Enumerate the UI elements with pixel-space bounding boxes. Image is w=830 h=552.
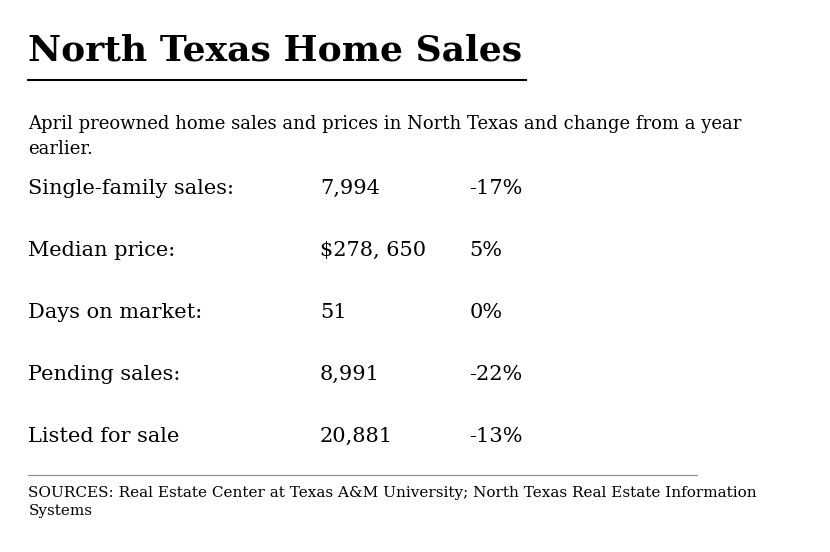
Text: 20,881: 20,881 bbox=[320, 427, 393, 445]
Text: -17%: -17% bbox=[470, 179, 523, 198]
Text: Median price:: Median price: bbox=[28, 241, 175, 260]
Text: Listed for sale: Listed for sale bbox=[28, 427, 179, 445]
Text: 8,991: 8,991 bbox=[320, 365, 380, 384]
Text: Single-family sales:: Single-family sales: bbox=[28, 179, 234, 198]
Text: Pending sales:: Pending sales: bbox=[28, 365, 181, 384]
Text: 7,994: 7,994 bbox=[320, 179, 380, 198]
Text: North Texas Home Sales: North Texas Home Sales bbox=[28, 34, 522, 68]
Text: 51: 51 bbox=[320, 303, 347, 322]
Text: 0%: 0% bbox=[470, 303, 502, 322]
Text: Days on market:: Days on market: bbox=[28, 303, 203, 322]
Text: -22%: -22% bbox=[470, 365, 523, 384]
Text: April preowned home sales and prices in North Texas and change from a year
earli: April preowned home sales and prices in … bbox=[28, 115, 742, 157]
Text: SOURCES: Real Estate Center at Texas A&M University; North Texas Real Estate Inf: SOURCES: Real Estate Center at Texas A&M… bbox=[28, 486, 757, 518]
Text: 5%: 5% bbox=[470, 241, 502, 260]
Text: -13%: -13% bbox=[470, 427, 523, 445]
Text: $278, 650: $278, 650 bbox=[320, 241, 426, 260]
